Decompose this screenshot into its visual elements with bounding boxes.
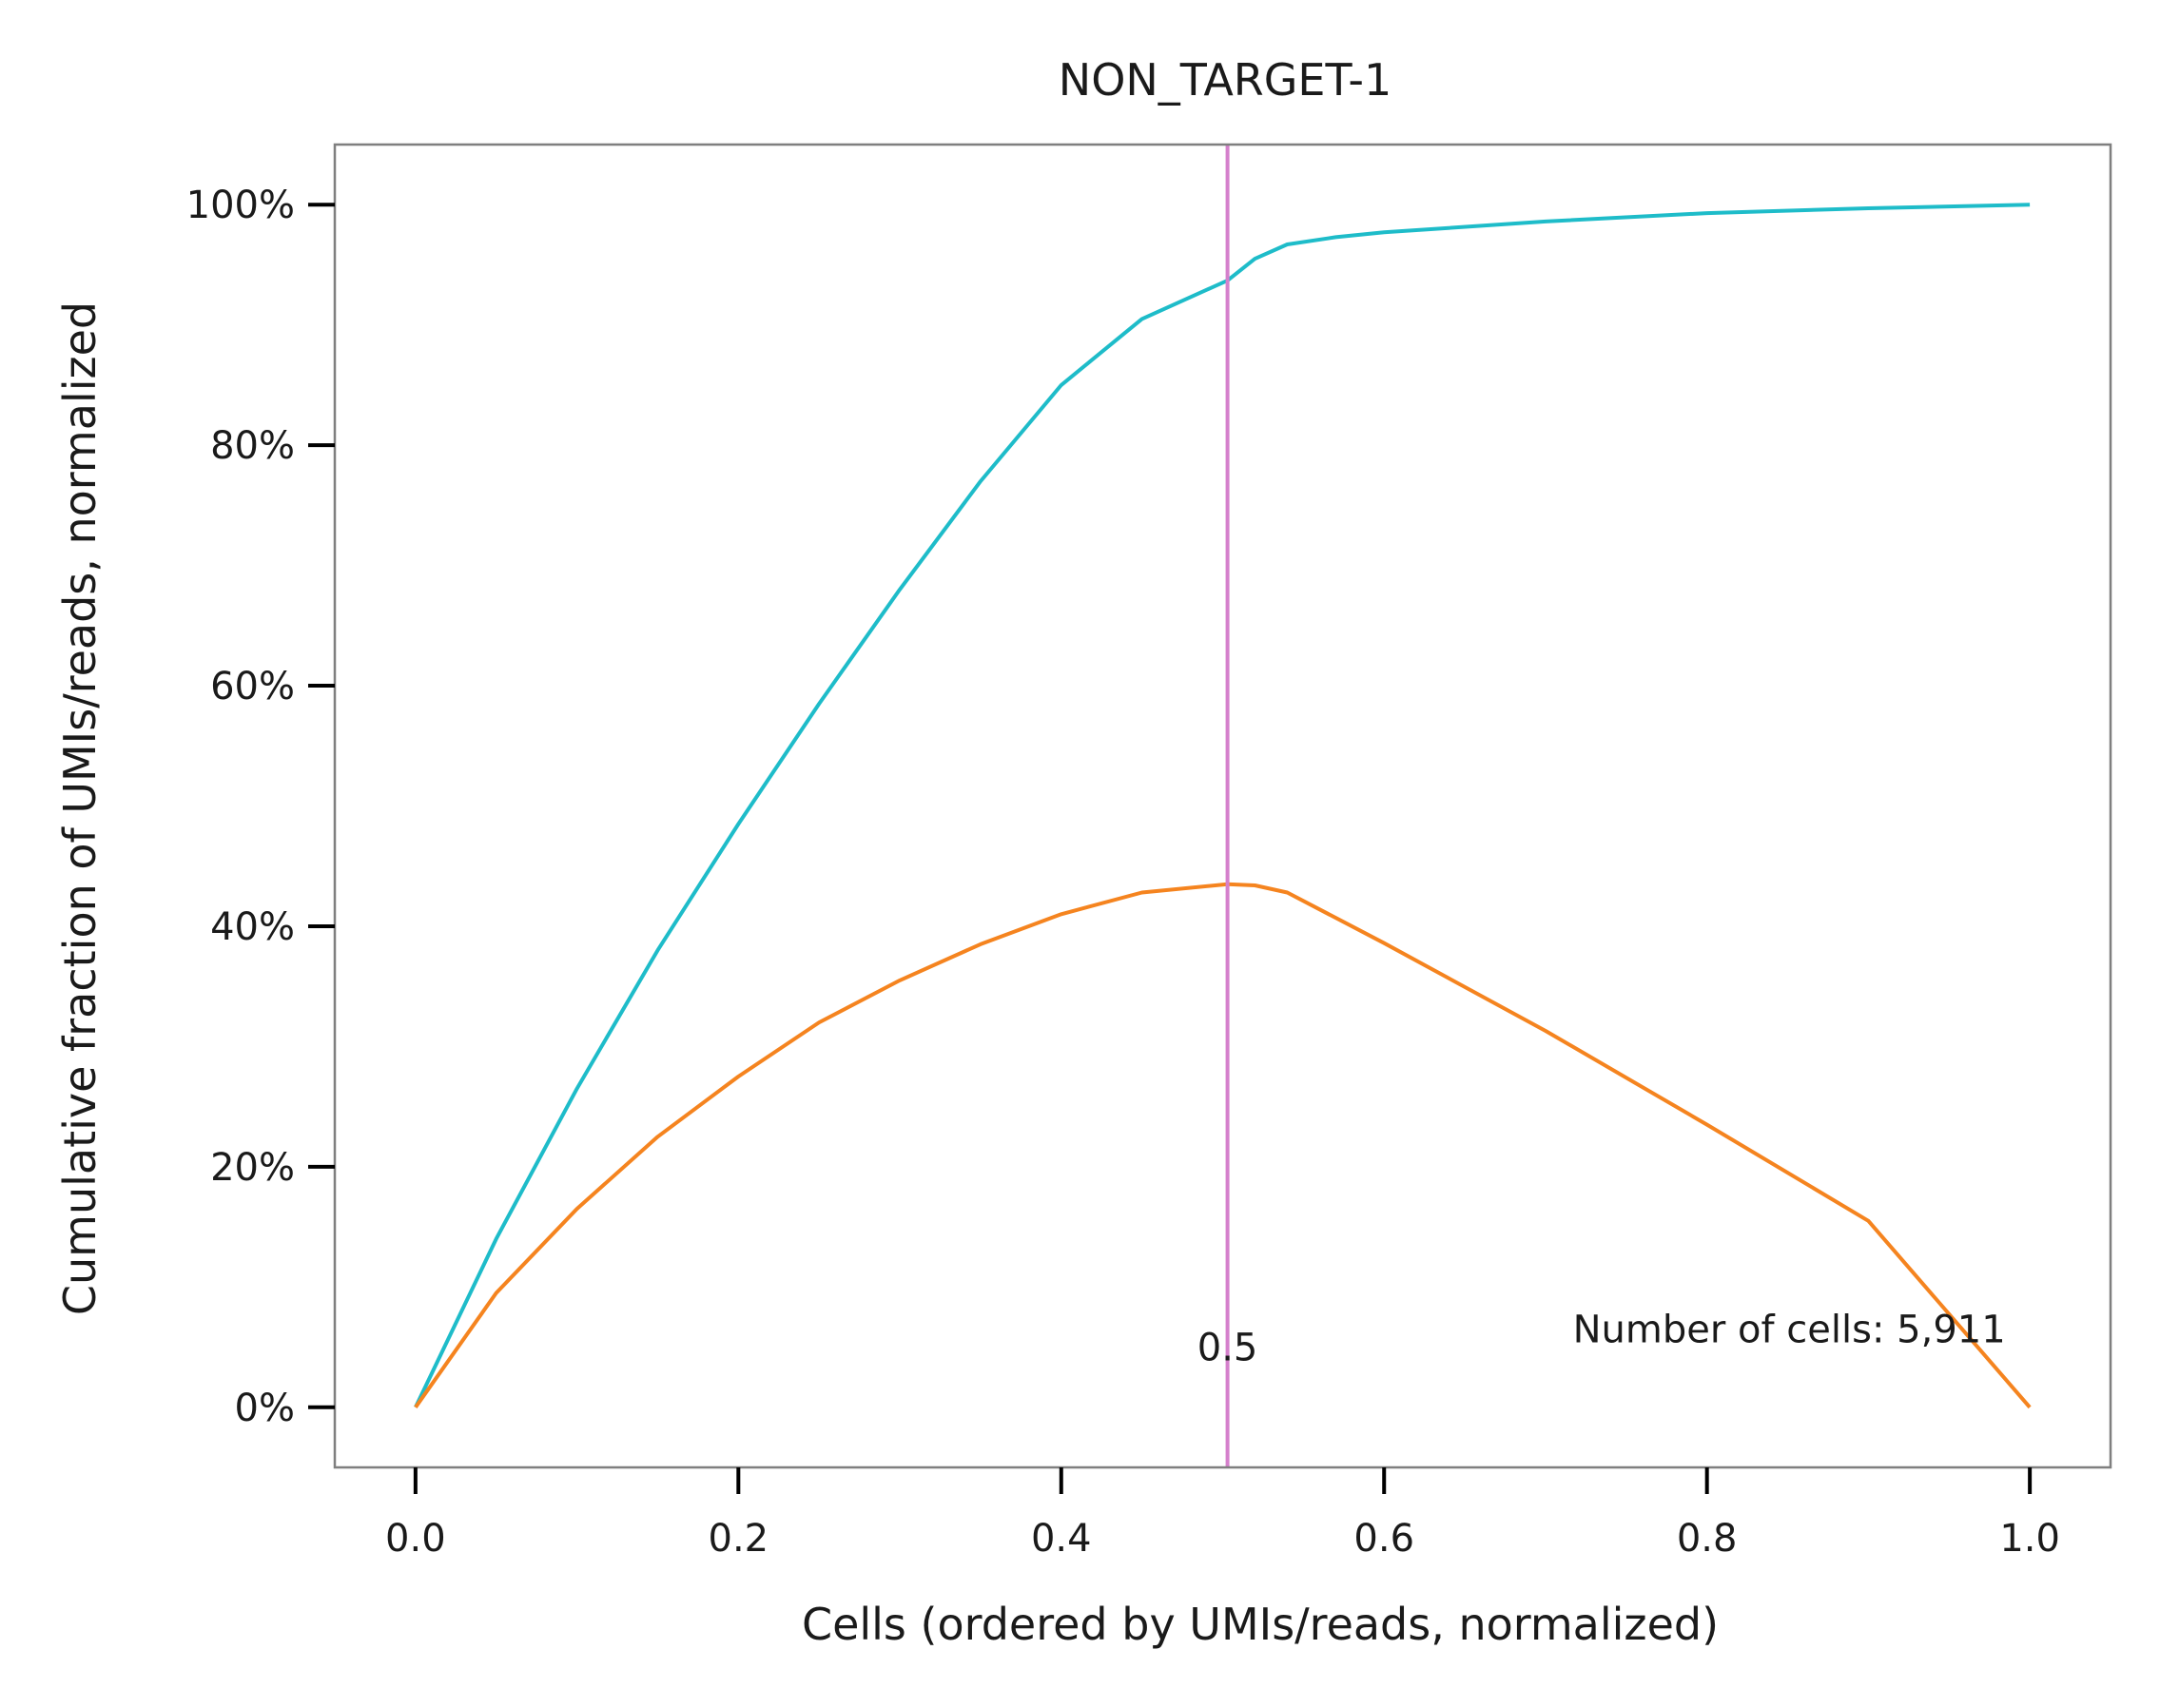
y-tick-label: 20% [210,1146,295,1190]
chart-title: NON_TARGET-1 [1059,54,1391,106]
x-tick-label: 0.8 [1677,1517,1738,1561]
y-tick-label: 60% [210,665,295,708]
x-tick-label: 0.4 [1031,1517,1092,1561]
x-tick-label: 0.0 [385,1517,446,1561]
y-tick-label: 100% [186,184,295,227]
x-axis: 0.0 0.2 0.4 0.6 0.8 1.0 [385,1467,2060,1561]
series-line-1 [414,203,2031,1408]
x-tick-label: 0.6 [1353,1517,1414,1561]
x-tick-label: 0.2 [709,1517,769,1561]
y-axis: 0% 20% 40% 60% 80% 100% [186,184,335,1430]
x-axis-label: Cells (ordered by UMIs/reads, normalized… [802,1599,1719,1650]
y-axis-label: Cumulative fraction of UMIs/reads, norma… [54,301,106,1315]
y-tick-label: 80% [210,424,295,468]
y-tick-label: 0% [235,1387,295,1430]
vline-label: 0.5 [1197,1327,1258,1370]
cell-count-annotation: Number of cells: 5,911 [1573,1309,2006,1352]
y-tick-label: 40% [210,905,295,949]
series-line-2 [414,882,2032,1409]
plot-frame [333,143,2112,1469]
plot-area [414,145,2032,1467]
x-tick-label: 1.0 [1999,1517,2060,1561]
